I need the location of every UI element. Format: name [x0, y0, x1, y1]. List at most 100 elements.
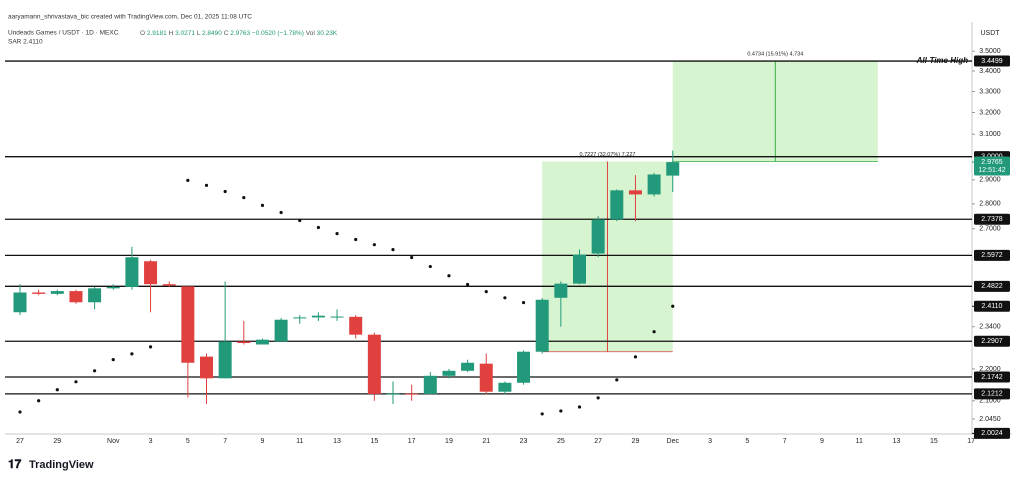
y-tick-label: 2.2000 [979, 366, 1001, 373]
sar-dot [596, 396, 600, 400]
candle-body [423, 375, 437, 394]
x-tick-label: 15 [370, 438, 378, 445]
ohlc-label: O [140, 30, 145, 37]
x-tick-label: Dec [667, 438, 680, 445]
candle-body [218, 341, 232, 379]
y-tick-label: 2.1000 [979, 398, 1001, 405]
x-tick-label: 27 [594, 438, 602, 445]
ohlc-label: L [197, 30, 201, 37]
candle-body [88, 288, 102, 303]
sar-dot [652, 330, 656, 334]
x-tick-label: 21 [482, 438, 490, 445]
sar-dot [93, 369, 97, 373]
level-tag [974, 300, 1010, 312]
candle-body [349, 316, 363, 335]
candle-body [573, 254, 586, 284]
sar-dot [671, 304, 675, 308]
sar-dot [410, 255, 414, 260]
measure-label: 0.4734 (15.91%) 4,734 [747, 51, 803, 57]
sar-dot [55, 388, 59, 392]
x-tick-label: 13 [893, 438, 901, 445]
level-label: 2.7378 [981, 216, 1003, 223]
candle-body [200, 356, 213, 379]
sar-dot [335, 232, 339, 236]
sar-dot [223, 189, 227, 194]
sar-dot [559, 409, 563, 413]
level-label: 3.4499 [981, 58, 1003, 65]
annotation: All-Time High [916, 56, 969, 65]
sar-dot [148, 345, 153, 349]
candle-body [144, 261, 158, 285]
candle-body [50, 291, 64, 294]
candle-body [162, 284, 176, 286]
candle-body [311, 315, 325, 318]
candle-body [255, 339, 269, 345]
sar-dot [391, 248, 395, 252]
level-label: 2.2907 [981, 338, 1003, 345]
x-tick-label: 19 [445, 438, 453, 445]
x-tick-label: 3 [149, 438, 153, 445]
sar-dot [540, 412, 544, 416]
candle-body [479, 363, 493, 392]
sar-dot [633, 355, 638, 359]
candle-body [647, 174, 661, 195]
candle-body [367, 334, 381, 394]
sar-dot [186, 178, 190, 182]
level-tag [974, 55, 1010, 67]
sar-dot [615, 378, 619, 382]
x-tick-label: 17 [967, 438, 975, 445]
brand: TradingView [29, 459, 94, 471]
candle-body [125, 257, 139, 287]
candle-body [591, 219, 605, 254]
x-tick-label: 9 [260, 438, 264, 445]
y-tick-label: 3.4000 [979, 68, 1001, 75]
level-label: 2.0024 [981, 430, 1003, 437]
sar-dot [260, 203, 265, 207]
candle-body [32, 292, 46, 294]
y-tick-label: 3.2000 [979, 109, 1001, 116]
currency: USDT [980, 30, 1000, 37]
ohlc-label: C [224, 30, 229, 37]
x-tick-label: 5 [745, 438, 749, 445]
change: −0.0520 (−1.78%) [252, 30, 304, 37]
candle-body [181, 286, 195, 363]
candle-body [498, 382, 512, 392]
ohlc-label: H [169, 30, 174, 37]
level-tag [974, 371, 1010, 383]
x-tick-label: 11 [856, 438, 863, 445]
brand-logo: 𝟏𝟕 TradingView [8, 457, 94, 471]
candle-body [237, 341, 251, 343]
current-price-label: 2.9765 [981, 159, 1003, 166]
logo-mark: 𝟏𝟕 [8, 457, 22, 471]
candle-body [274, 319, 288, 342]
level-tag [974, 335, 1010, 347]
sar-dot [242, 195, 246, 200]
sar-dot [577, 405, 582, 409]
candle-body [628, 190, 642, 195]
x-tick-label: 7 [783, 438, 787, 445]
candle-body [535, 299, 549, 352]
x-tick-label: 7 [223, 438, 227, 445]
y-tick-label: 3.3000 [979, 88, 1001, 95]
ohlc-value: 3.0271 [175, 30, 195, 37]
ohlc-value: 2.9763 [230, 30, 250, 37]
measure-label: 0.7227 (32.07%) 7,227 [579, 152, 635, 158]
level-label: 2.1742 [981, 374, 1003, 381]
attribution: aaryamann_shrivastava_bic created with T… [8, 14, 252, 21]
x-tick-label: 15 [930, 438, 938, 445]
sar-dot [316, 225, 320, 230]
y-tick-label: 2.0450 [979, 416, 1001, 423]
candle-body [442, 370, 456, 376]
candle-body [13, 292, 27, 313]
x-tick-label: 9 [820, 438, 824, 445]
candle-body [69, 291, 83, 303]
candle-body [106, 286, 120, 289]
sar-dot [354, 237, 358, 242]
volume-label: Vol [306, 30, 316, 37]
sar-dot [503, 296, 507, 300]
sar-dot [37, 399, 41, 403]
x-tick-label: 29 [632, 438, 640, 445]
y-tick-label: 2.7000 [979, 226, 1001, 233]
